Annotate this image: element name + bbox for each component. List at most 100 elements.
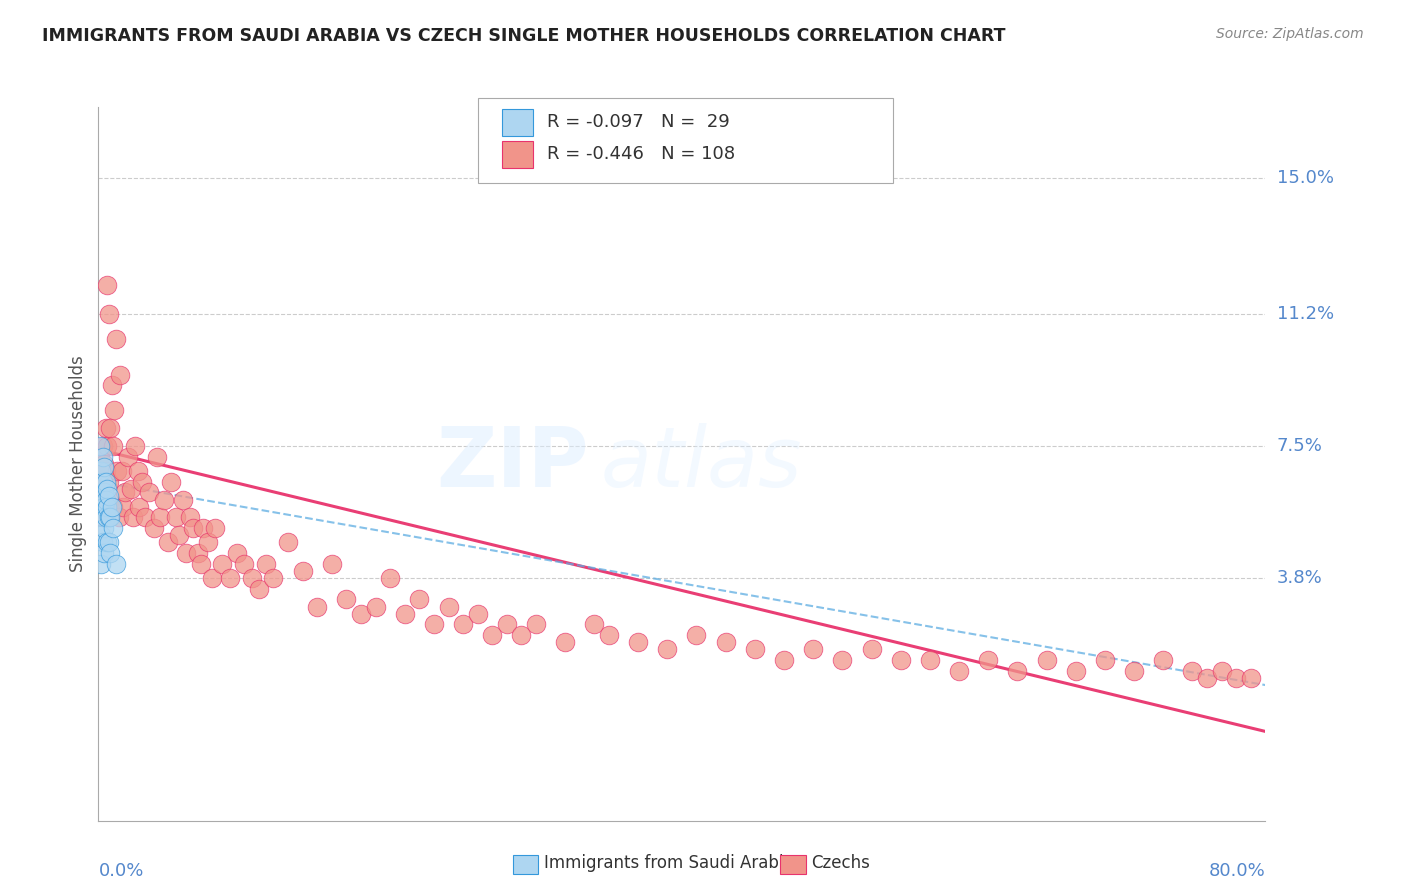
- Point: [93, 492, 115, 507]
- Point: [117, 450, 139, 464]
- Point: [437, 599, 460, 614]
- Point: [977, 653, 1000, 667]
- Point: [93, 485, 115, 500]
- Text: 11.2%: 11.2%: [1277, 305, 1334, 323]
- Point: [91, 510, 114, 524]
- Point: [1035, 653, 1057, 667]
- Point: [91, 535, 114, 549]
- Point: [96, 535, 118, 549]
- Point: [94, 421, 117, 435]
- Point: [218, 571, 240, 585]
- Point: [91, 475, 114, 489]
- Point: [1064, 664, 1087, 678]
- Point: [90, 557, 112, 571]
- Point: [96, 500, 118, 514]
- Point: [335, 592, 357, 607]
- Y-axis label: Single Mother Households: Single Mother Households: [69, 356, 87, 572]
- Point: [89, 439, 111, 453]
- Point: [90, 464, 112, 478]
- Point: [627, 635, 650, 649]
- Point: [179, 510, 201, 524]
- Point: [91, 439, 114, 453]
- Point: [307, 599, 329, 614]
- Point: [467, 607, 489, 621]
- Point: [247, 582, 270, 596]
- Text: 3.8%: 3.8%: [1277, 569, 1322, 587]
- Point: [226, 546, 249, 560]
- Point: [714, 635, 737, 649]
- Point: [89, 450, 111, 464]
- Point: [96, 278, 118, 293]
- Point: [773, 653, 796, 667]
- Point: [120, 482, 142, 496]
- Point: [524, 617, 547, 632]
- Point: [657, 642, 679, 657]
- Point: [101, 439, 124, 453]
- Point: [1195, 671, 1218, 685]
- Point: [94, 510, 117, 524]
- Point: [423, 617, 446, 632]
- Point: [408, 592, 430, 607]
- Point: [94, 475, 117, 489]
- Point: [262, 571, 284, 585]
- Point: [918, 653, 941, 667]
- Point: [277, 535, 299, 549]
- Point: [149, 510, 172, 524]
- Point: [97, 510, 120, 524]
- Point: [94, 464, 117, 478]
- Point: [1225, 671, 1247, 685]
- Text: Czechs: Czechs: [811, 855, 870, 872]
- Point: [100, 378, 122, 392]
- Point: [1007, 664, 1029, 678]
- Point: [510, 628, 533, 642]
- Point: [103, 403, 125, 417]
- Point: [91, 450, 114, 464]
- Point: [104, 557, 127, 571]
- Point: [90, 528, 112, 542]
- Point: [1240, 671, 1263, 685]
- Point: [831, 653, 853, 667]
- Point: [91, 510, 114, 524]
- Point: [1123, 664, 1146, 678]
- Point: [211, 557, 233, 571]
- Point: [187, 546, 209, 560]
- Point: [93, 500, 115, 514]
- Text: 15.0%: 15.0%: [1277, 169, 1333, 187]
- Point: [801, 642, 824, 657]
- Point: [685, 628, 707, 642]
- Point: [451, 617, 474, 632]
- Point: [124, 439, 146, 453]
- Point: [111, 464, 134, 478]
- Point: [142, 521, 165, 535]
- Text: Source: ZipAtlas.com: Source: ZipAtlas.com: [1216, 27, 1364, 41]
- Point: [364, 599, 387, 614]
- Point: [94, 492, 117, 507]
- Text: ZIP: ZIP: [436, 424, 589, 504]
- Point: [165, 510, 187, 524]
- Point: [583, 617, 606, 632]
- Point: [193, 521, 215, 535]
- Text: 0.0%: 0.0%: [98, 863, 143, 880]
- Point: [89, 492, 111, 507]
- Point: [233, 557, 256, 571]
- Point: [394, 607, 416, 621]
- Point: [1152, 653, 1174, 667]
- Point: [98, 421, 121, 435]
- Point: [380, 571, 402, 585]
- Point: [153, 492, 176, 507]
- Point: [174, 546, 197, 560]
- Point: [160, 475, 183, 489]
- Point: [108, 510, 131, 524]
- Point: [131, 475, 153, 489]
- Point: [90, 500, 112, 514]
- Point: [110, 368, 132, 382]
- Point: [860, 642, 883, 657]
- Point: [890, 653, 912, 667]
- Point: [1211, 664, 1233, 678]
- Point: [240, 571, 263, 585]
- Point: [93, 521, 115, 535]
- Point: [90, 500, 112, 514]
- Text: IMMIGRANTS FROM SAUDI ARABIA VS CZECH SINGLE MOTHER HOUSEHOLDS CORRELATION CHART: IMMIGRANTS FROM SAUDI ARABIA VS CZECH SI…: [42, 27, 1005, 45]
- Point: [291, 564, 314, 578]
- Point: [101, 500, 124, 514]
